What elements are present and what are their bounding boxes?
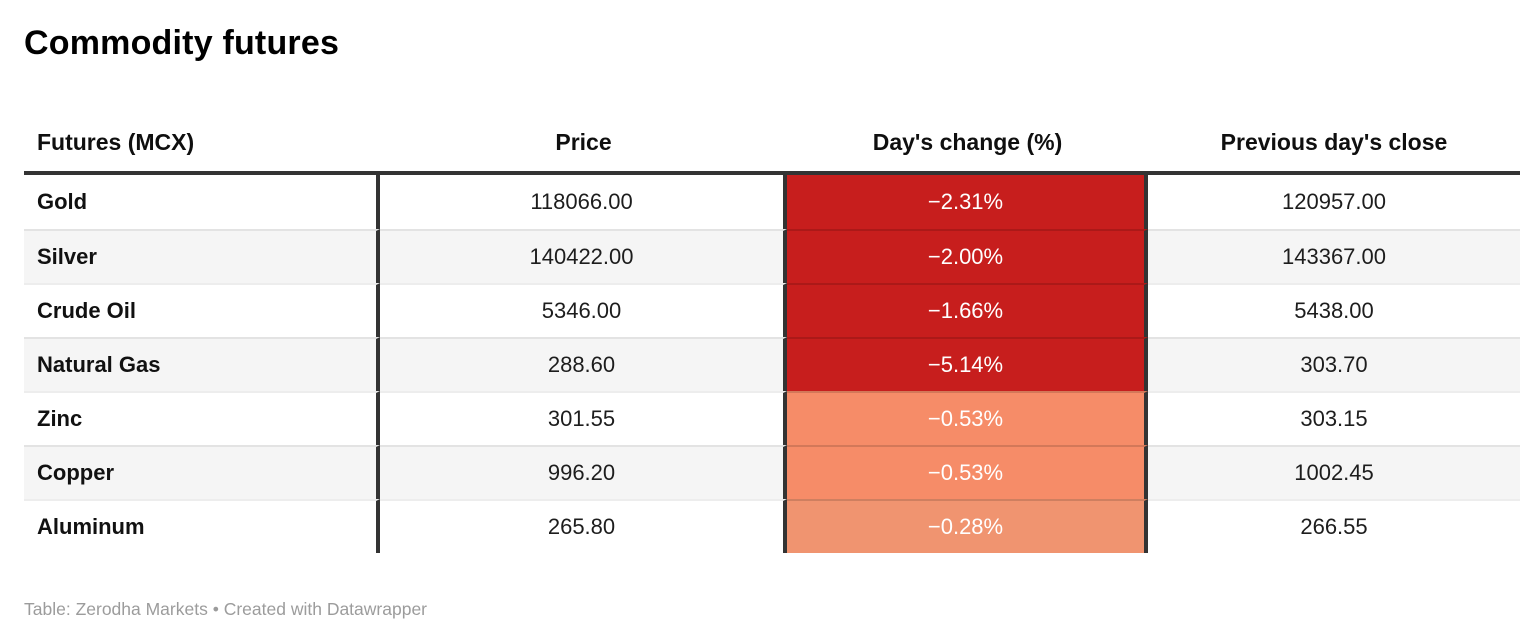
previous-close-cell: 266.55: [1148, 499, 1520, 553]
days-change-cell: −0.53%: [787, 445, 1148, 499]
previous-close-cell: 5438.00: [1148, 283, 1520, 337]
footer-prefix-label: Table:: [24, 599, 76, 619]
price-cell: 996.20: [380, 445, 787, 499]
previous-close-cell: 1002.45: [1148, 445, 1520, 499]
days-change-cell: −0.28%: [787, 499, 1148, 553]
source-link[interactable]: Zerodha Markets: [75, 599, 208, 619]
table-header-row: Futures (MCX) Price Day's change (%) Pre…: [24, 114, 1520, 175]
previous-close-cell: 143367.00: [1148, 229, 1520, 283]
price-cell: 118066.00: [380, 175, 787, 229]
price-cell: 140422.00: [380, 229, 787, 283]
table-row: Aluminum 265.80 −0.28% 266.55: [24, 499, 1520, 553]
days-change-cell: −1.66%: [787, 283, 1148, 337]
futures-name-cell: Zinc: [24, 391, 380, 445]
days-change-cell: −0.53%: [787, 391, 1148, 445]
previous-close-cell: 303.15: [1148, 391, 1520, 445]
futures-name-cell: Aluminum: [24, 499, 380, 553]
price-cell: 301.55: [380, 391, 787, 445]
commodity-table: Futures (MCX) Price Day's change (%) Pre…: [24, 114, 1520, 553]
days-change-cell: −2.31%: [787, 175, 1148, 229]
footer-created-with-label: Created with: [223, 599, 327, 619]
table-row: Copper 996.20 −0.53% 1002.45: [24, 445, 1520, 499]
futures-name-cell: Natural Gas: [24, 337, 380, 391]
column-header-days-change: Day's change (%): [872, 129, 1063, 155]
price-cell: 288.60: [380, 337, 787, 391]
price-cell: 265.80: [380, 499, 787, 553]
footer-separator: •: [207, 599, 224, 619]
days-change-cell: −5.14%: [787, 337, 1148, 391]
price-cell: 5346.00: [380, 283, 787, 337]
table-row: Crude Oil 5346.00 −1.66% 5438.00: [24, 283, 1520, 337]
table-row: Gold 118066.00 −2.31% 120957.00: [24, 175, 1520, 229]
column-header-previous-close: Previous day's close: [1220, 129, 1448, 155]
futures-name-cell: Silver: [24, 229, 380, 283]
table-row: Natural Gas 288.60 −5.14% 303.70: [24, 337, 1520, 391]
futures-name-cell: Crude Oil: [24, 283, 380, 337]
futures-name-cell: Copper: [24, 445, 380, 499]
page-title: Commodity futures: [24, 24, 340, 62]
previous-close-cell: 303.70: [1148, 337, 1520, 391]
table-body: Gold 118066.00 −2.31% 120957.00 Silver 1…: [24, 175, 1520, 553]
days-change-cell: −2.00%: [787, 229, 1148, 283]
table-row: Zinc 301.55 −0.53% 303.15: [24, 391, 1520, 445]
table-footer: Table: Zerodha Markets • Created with Da…: [24, 599, 1540, 620]
datawrapper-link[interactable]: Datawrapper: [326, 599, 428, 619]
previous-close-cell: 120957.00: [1282, 189, 1386, 214]
table-row: Silver 140422.00 −2.00% 143367.00: [24, 229, 1520, 283]
futures-name-cell: Gold: [24, 175, 380, 229]
column-header-futures: Futures (MCX): [37, 129, 195, 155]
column-header-price: Price: [555, 129, 612, 155]
